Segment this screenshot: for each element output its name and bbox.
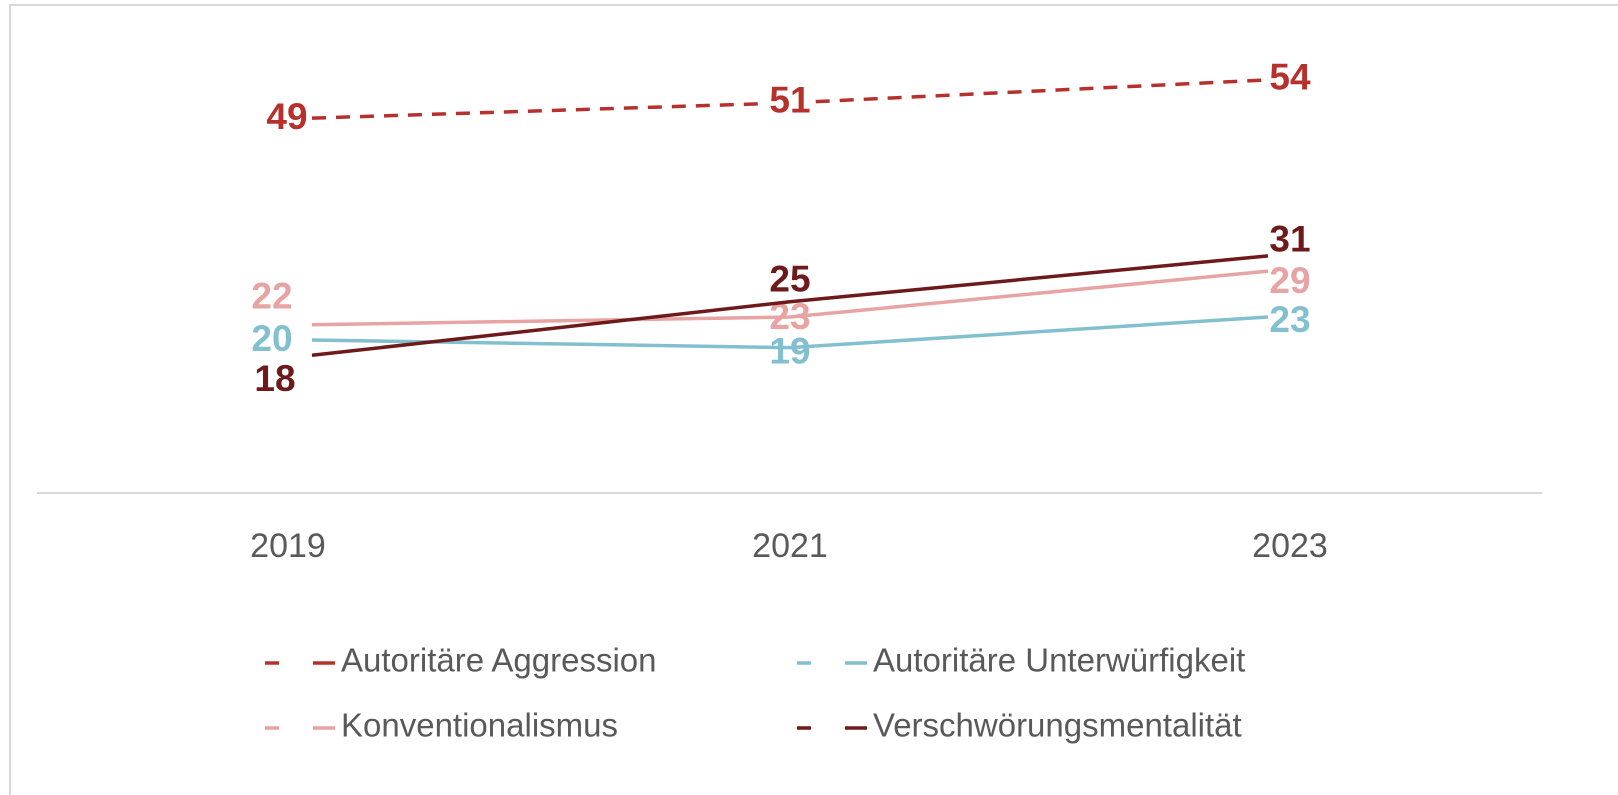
data-label: 31	[1269, 219, 1310, 260]
legend-label: Verschwörungsmentalität	[873, 707, 1242, 744]
data-label: 51	[769, 80, 810, 121]
chart-frame	[9, 4, 1618, 795]
label-bg	[766, 84, 814, 121]
x-tick-label: 2023	[1252, 527, 1328, 565]
legend-label: Konventionalismus	[341, 707, 618, 744]
data-label: 29	[1269, 260, 1310, 301]
series-line	[311, 269, 1269, 327]
series-line	[311, 254, 1269, 358]
series-line	[311, 315, 1269, 350]
data-label: 23	[1269, 299, 1310, 340]
x-tick-label: 2021	[752, 527, 828, 565]
data-label: 54	[1269, 57, 1311, 98]
data-label: 18	[254, 358, 295, 399]
series-line	[311, 78, 1269, 120]
data-label: 22	[251, 275, 292, 316]
legend-label: Autoritäre Unterwürfigkeit	[873, 642, 1245, 679]
legend-label: Autoritäre Aggression	[341, 642, 657, 679]
x-tick-label: 2019	[250, 527, 326, 565]
data-label: 25	[769, 259, 810, 300]
data-label: 49	[266, 96, 307, 137]
data-label: 20	[251, 318, 292, 359]
data-label: 19	[769, 330, 810, 371]
